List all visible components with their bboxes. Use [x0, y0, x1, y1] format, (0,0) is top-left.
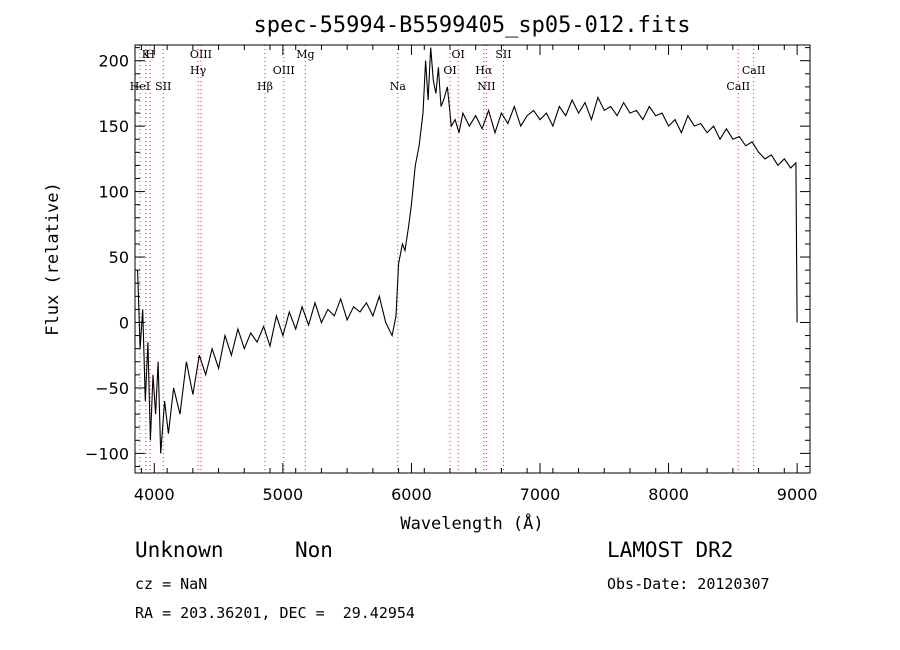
line-label: Mg	[296, 48, 314, 61]
line-label: OI	[443, 64, 456, 77]
x-tick-label: 8000	[648, 485, 689, 504]
line-label: OIII	[273, 64, 295, 77]
line-label: OIII	[190, 48, 212, 61]
line-label: SII	[495, 48, 511, 61]
y-axis-label: Flux (relative)	[43, 182, 63, 336]
line-label: CaII	[726, 80, 750, 93]
y-tick-label: 50	[109, 248, 129, 267]
chart-title: spec-55994-B5599405_sp05-012.fits	[253, 13, 690, 38]
x-tick-label: 4000	[134, 485, 175, 504]
line-label: SII	[155, 80, 171, 93]
line-label: Na	[390, 80, 407, 93]
object-class: Unknown	[135, 538, 224, 562]
y-tick-label: 150	[98, 117, 129, 136]
plot-frame	[134, 44, 811, 474]
object-subclass: Non	[295, 538, 333, 562]
line-label: OI	[452, 48, 465, 61]
y-tick-label: 200	[98, 52, 129, 71]
y-tick-label: 100	[98, 183, 129, 202]
line-label: Hβ	[257, 80, 273, 93]
x-tick-label: 9000	[777, 485, 818, 504]
line-label: Hα	[475, 64, 493, 77]
spectrum-data	[137, 47, 798, 454]
line-label: HeI	[130, 80, 150, 93]
spectrum-line	[137, 47, 798, 454]
coordinates-readout: RA = 203.36201, DEC = 29.42954	[135, 604, 415, 622]
line-label: CaII	[742, 64, 766, 77]
observation-date: Obs-Date: 20120307	[607, 575, 770, 593]
y-tick-label: −100	[85, 444, 129, 463]
x-axis-label: Wavelength (Å)	[400, 512, 543, 534]
line-label: Hγ	[190, 64, 207, 77]
x-tick-label: 7000	[520, 485, 561, 504]
y-tick-label: 0	[119, 313, 129, 332]
x-tick-label: 5000	[262, 485, 303, 504]
redshift-readout: cz = NaN	[135, 575, 208, 593]
line-label: NII	[477, 80, 495, 93]
x-tick-label: 6000	[391, 485, 432, 504]
axis-ticks: 4000 5000 6000 7000 8000 9000 −100 −50 0 50 100 150…	[85, 45, 818, 504]
survey-name: LAMOST DR2	[607, 538, 734, 562]
line-label: K	[142, 48, 151, 61]
line-label: H	[145, 48, 155, 61]
y-tick-label: −50	[95, 379, 129, 398]
